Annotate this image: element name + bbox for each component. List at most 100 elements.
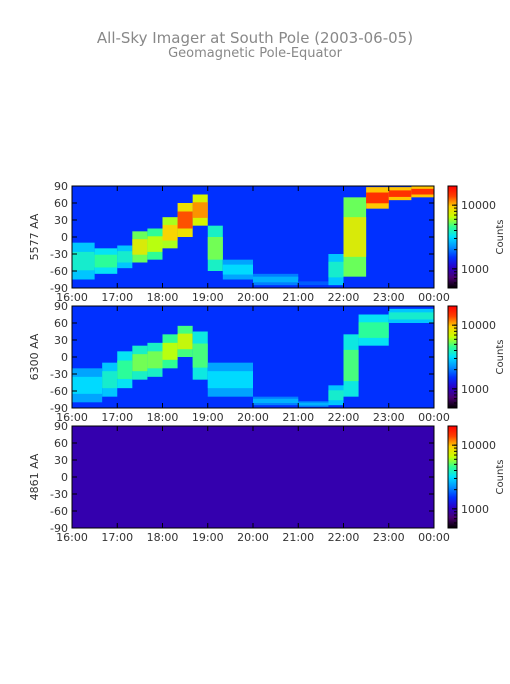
heatmap-cell-core [147, 351, 163, 369]
y-tick-label: 90 [54, 300, 68, 313]
heatmap-cell-core [177, 211, 193, 229]
y-tick-label: -30 [50, 488, 68, 501]
colorbar-label: Counts [495, 460, 506, 495]
heatmap-cell-core [207, 237, 223, 260]
heatmap-cell-core [253, 276, 299, 283]
heatmap-cell-core [192, 343, 208, 368]
y-tick-label: 60 [54, 317, 68, 330]
heatmap-cell-core [366, 192, 389, 204]
heatmap-cell-core [147, 236, 163, 252]
heatmap-cell-core [298, 281, 329, 286]
heatmap-cell-core [343, 349, 359, 382]
x-tick-label: 21:00 [282, 411, 314, 424]
x-tick-label: 19:00 [192, 291, 224, 304]
x-tick-label: 19:00 [192, 411, 224, 424]
x-tick-label: 17:00 [101, 291, 133, 304]
colorbar-tick-label: 1000 [461, 263, 489, 276]
heatmap-cell-core [358, 322, 389, 338]
x-tick-label: 16:00 [56, 411, 88, 424]
x-tick-label: 23:00 [373, 291, 405, 304]
x-tick-label: 16:00 [56, 291, 88, 304]
y-tick-label: -30 [50, 368, 68, 381]
y-tick-label: 90 [54, 180, 68, 193]
y-tick-label: 30 [54, 214, 68, 227]
heatmap-cell-core [328, 261, 344, 278]
y-tick-label: 0 [61, 231, 68, 244]
heatmap-cell-core [388, 312, 434, 320]
y-tick-label: -90 [50, 282, 68, 295]
heatmap-cell-core [94, 254, 118, 268]
y-axis-label: 5577 AA [28, 213, 41, 260]
x-tick-label: 16:00 [56, 531, 88, 544]
colorbar-tick-label: 1000 [461, 383, 489, 396]
heatmap-cell-core [411, 188, 434, 195]
y-tick-label: 0 [61, 471, 68, 484]
x-tick-label: 00:00 [418, 531, 450, 544]
heatmap-cell-core [117, 251, 133, 263]
colorbar [447, 305, 458, 409]
heatmap-cell-core [102, 371, 118, 389]
heatmap-cell-core [72, 376, 103, 394]
x-tick-label: 21:00 [282, 291, 314, 304]
y-tick-label: 60 [54, 437, 68, 450]
heatmap-cell-core [343, 217, 367, 257]
heatmap-cell-core [117, 360, 133, 379]
x-tick-label: 20:00 [237, 531, 269, 544]
x-tick-label: 22:00 [328, 291, 360, 304]
x-tick-label: 17:00 [101, 531, 133, 544]
x-tick-label: 20:00 [237, 411, 269, 424]
heatmap-cell-core [207, 371, 253, 389]
heatmap-cell-core [388, 190, 412, 197]
x-tick-label: 19:00 [192, 531, 224, 544]
x-tick-label: 23:00 [373, 411, 405, 424]
colorbar-tick-label: 10000 [461, 199, 496, 212]
heatmap-cell-core [177, 333, 193, 350]
heatmap-background [72, 426, 434, 528]
colorbar-label: Counts [495, 220, 506, 255]
colorbar-label: Counts [495, 340, 506, 375]
y-tick-label: 30 [54, 334, 68, 347]
x-tick-label: 18:00 [147, 411, 179, 424]
y-tick-label: -90 [50, 522, 68, 535]
y-tick-label: -90 [50, 402, 68, 415]
colorbar [447, 425, 458, 529]
heatmap-cell-core [328, 390, 344, 401]
heatmap-cell-core [132, 354, 148, 372]
x-tick-label: 22:00 [328, 531, 360, 544]
x-tick-label: 17:00 [101, 411, 133, 424]
x-tick-label: 00:00 [418, 411, 450, 424]
heatmap-cell-core [162, 342, 178, 360]
y-tick-label: 60 [54, 197, 68, 210]
colorbar-tick-label: 10000 [461, 319, 496, 332]
y-axis-label: 6300 AA [28, 333, 41, 380]
heatmap-cell-core [298, 402, 329, 406]
x-tick-label: 23:00 [373, 531, 405, 544]
y-tick-label: 90 [54, 420, 68, 433]
colorbar [447, 185, 458, 289]
colorbar-tick-label: 1000 [461, 503, 489, 516]
x-tick-label: 00:00 [418, 291, 450, 304]
colorbar-tick-label: 10000 [461, 439, 496, 452]
x-tick-label: 22:00 [328, 411, 360, 424]
y-axis-label: 4861 AA [28, 453, 41, 500]
y-tick-label: -60 [50, 265, 68, 278]
heatmap-cell-core [72, 251, 95, 271]
y-tick-label: 0 [61, 351, 68, 364]
heatmap-cell-core [132, 239, 148, 255]
heatmap-cell-core [192, 202, 208, 218]
y-tick-label: -60 [50, 385, 68, 398]
chart-subtitle: Geomagnetic Pole-Equator [168, 46, 342, 61]
x-tick-label: 20:00 [237, 291, 269, 304]
y-tick-label: -30 [50, 248, 68, 261]
heatmap-cell-core [162, 224, 178, 241]
y-tick-label: -60 [50, 505, 68, 518]
heatmap-cell-core [253, 398, 299, 404]
y-tick-label: 30 [54, 454, 68, 467]
x-tick-label: 18:00 [147, 291, 179, 304]
heatmap-cell-core [222, 264, 253, 275]
x-tick-label: 18:00 [147, 531, 179, 544]
